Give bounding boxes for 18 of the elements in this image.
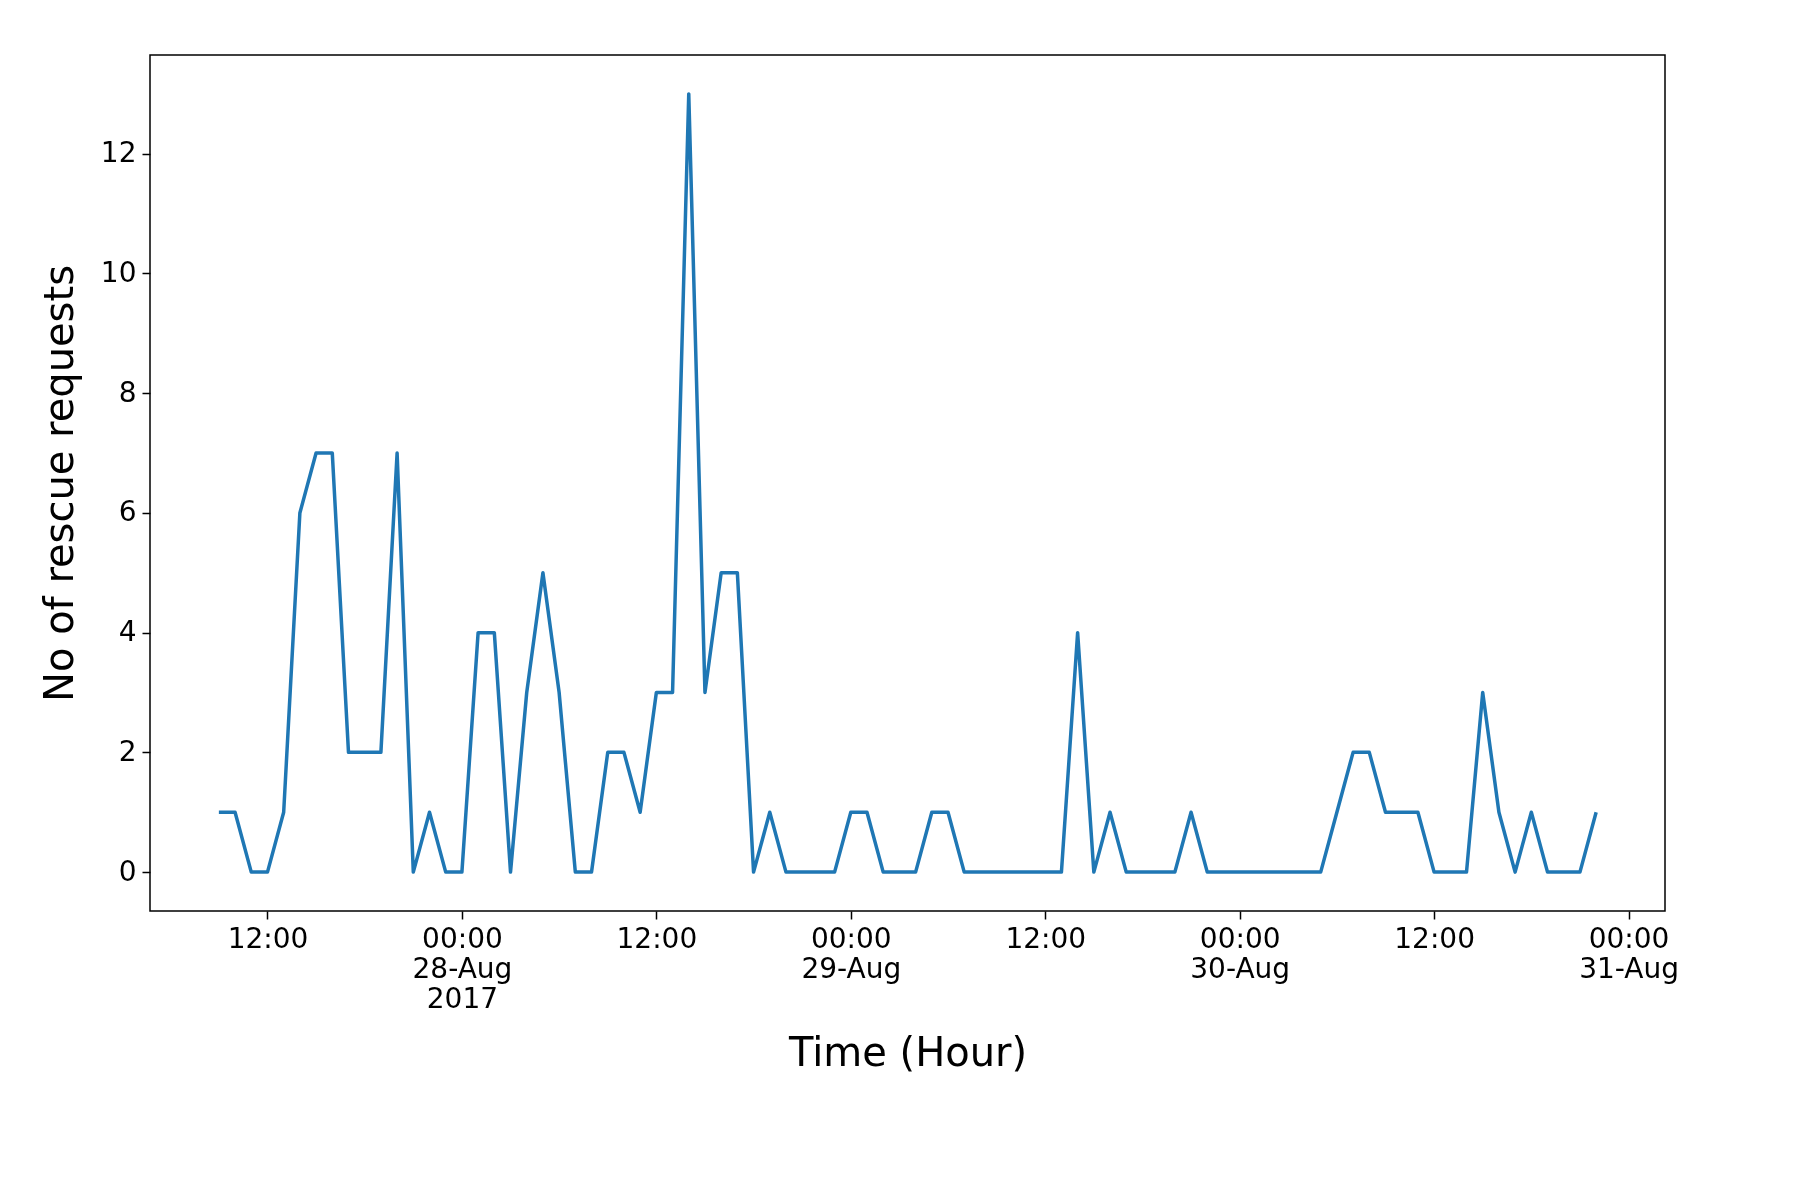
x-axis-title: Time (Hour) (787, 1028, 1028, 1075)
x-tick-label: 00:00 28-Aug 2017 (412, 921, 513, 1015)
x-tick-label: 12:00 (227, 921, 309, 955)
x-tick-label: 12:00 (1005, 921, 1087, 955)
y-tick-label: 8 (118, 375, 137, 409)
y-axis-title: No of rescue requests (35, 265, 82, 702)
y-tick-label: 12 (100, 136, 137, 170)
line-series (217, 92, 1598, 874)
y-tick-label: 6 (118, 495, 137, 529)
y-tick-label: 10 (100, 255, 137, 289)
y-tick-label: 2 (118, 734, 137, 768)
x-tick-label: 00:00 31-Aug (1579, 921, 1679, 985)
x-tick-label: 12:00 (1394, 921, 1475, 955)
y-tick-label: 4 (118, 615, 137, 649)
x-tick-label: 00:00 30-Aug (1190, 921, 1291, 985)
x-tick-label: 12:00 (616, 921, 698, 955)
y-tick-label: 0 (118, 854, 137, 888)
x-tick-label: 00:00 29-Aug (801, 921, 902, 985)
